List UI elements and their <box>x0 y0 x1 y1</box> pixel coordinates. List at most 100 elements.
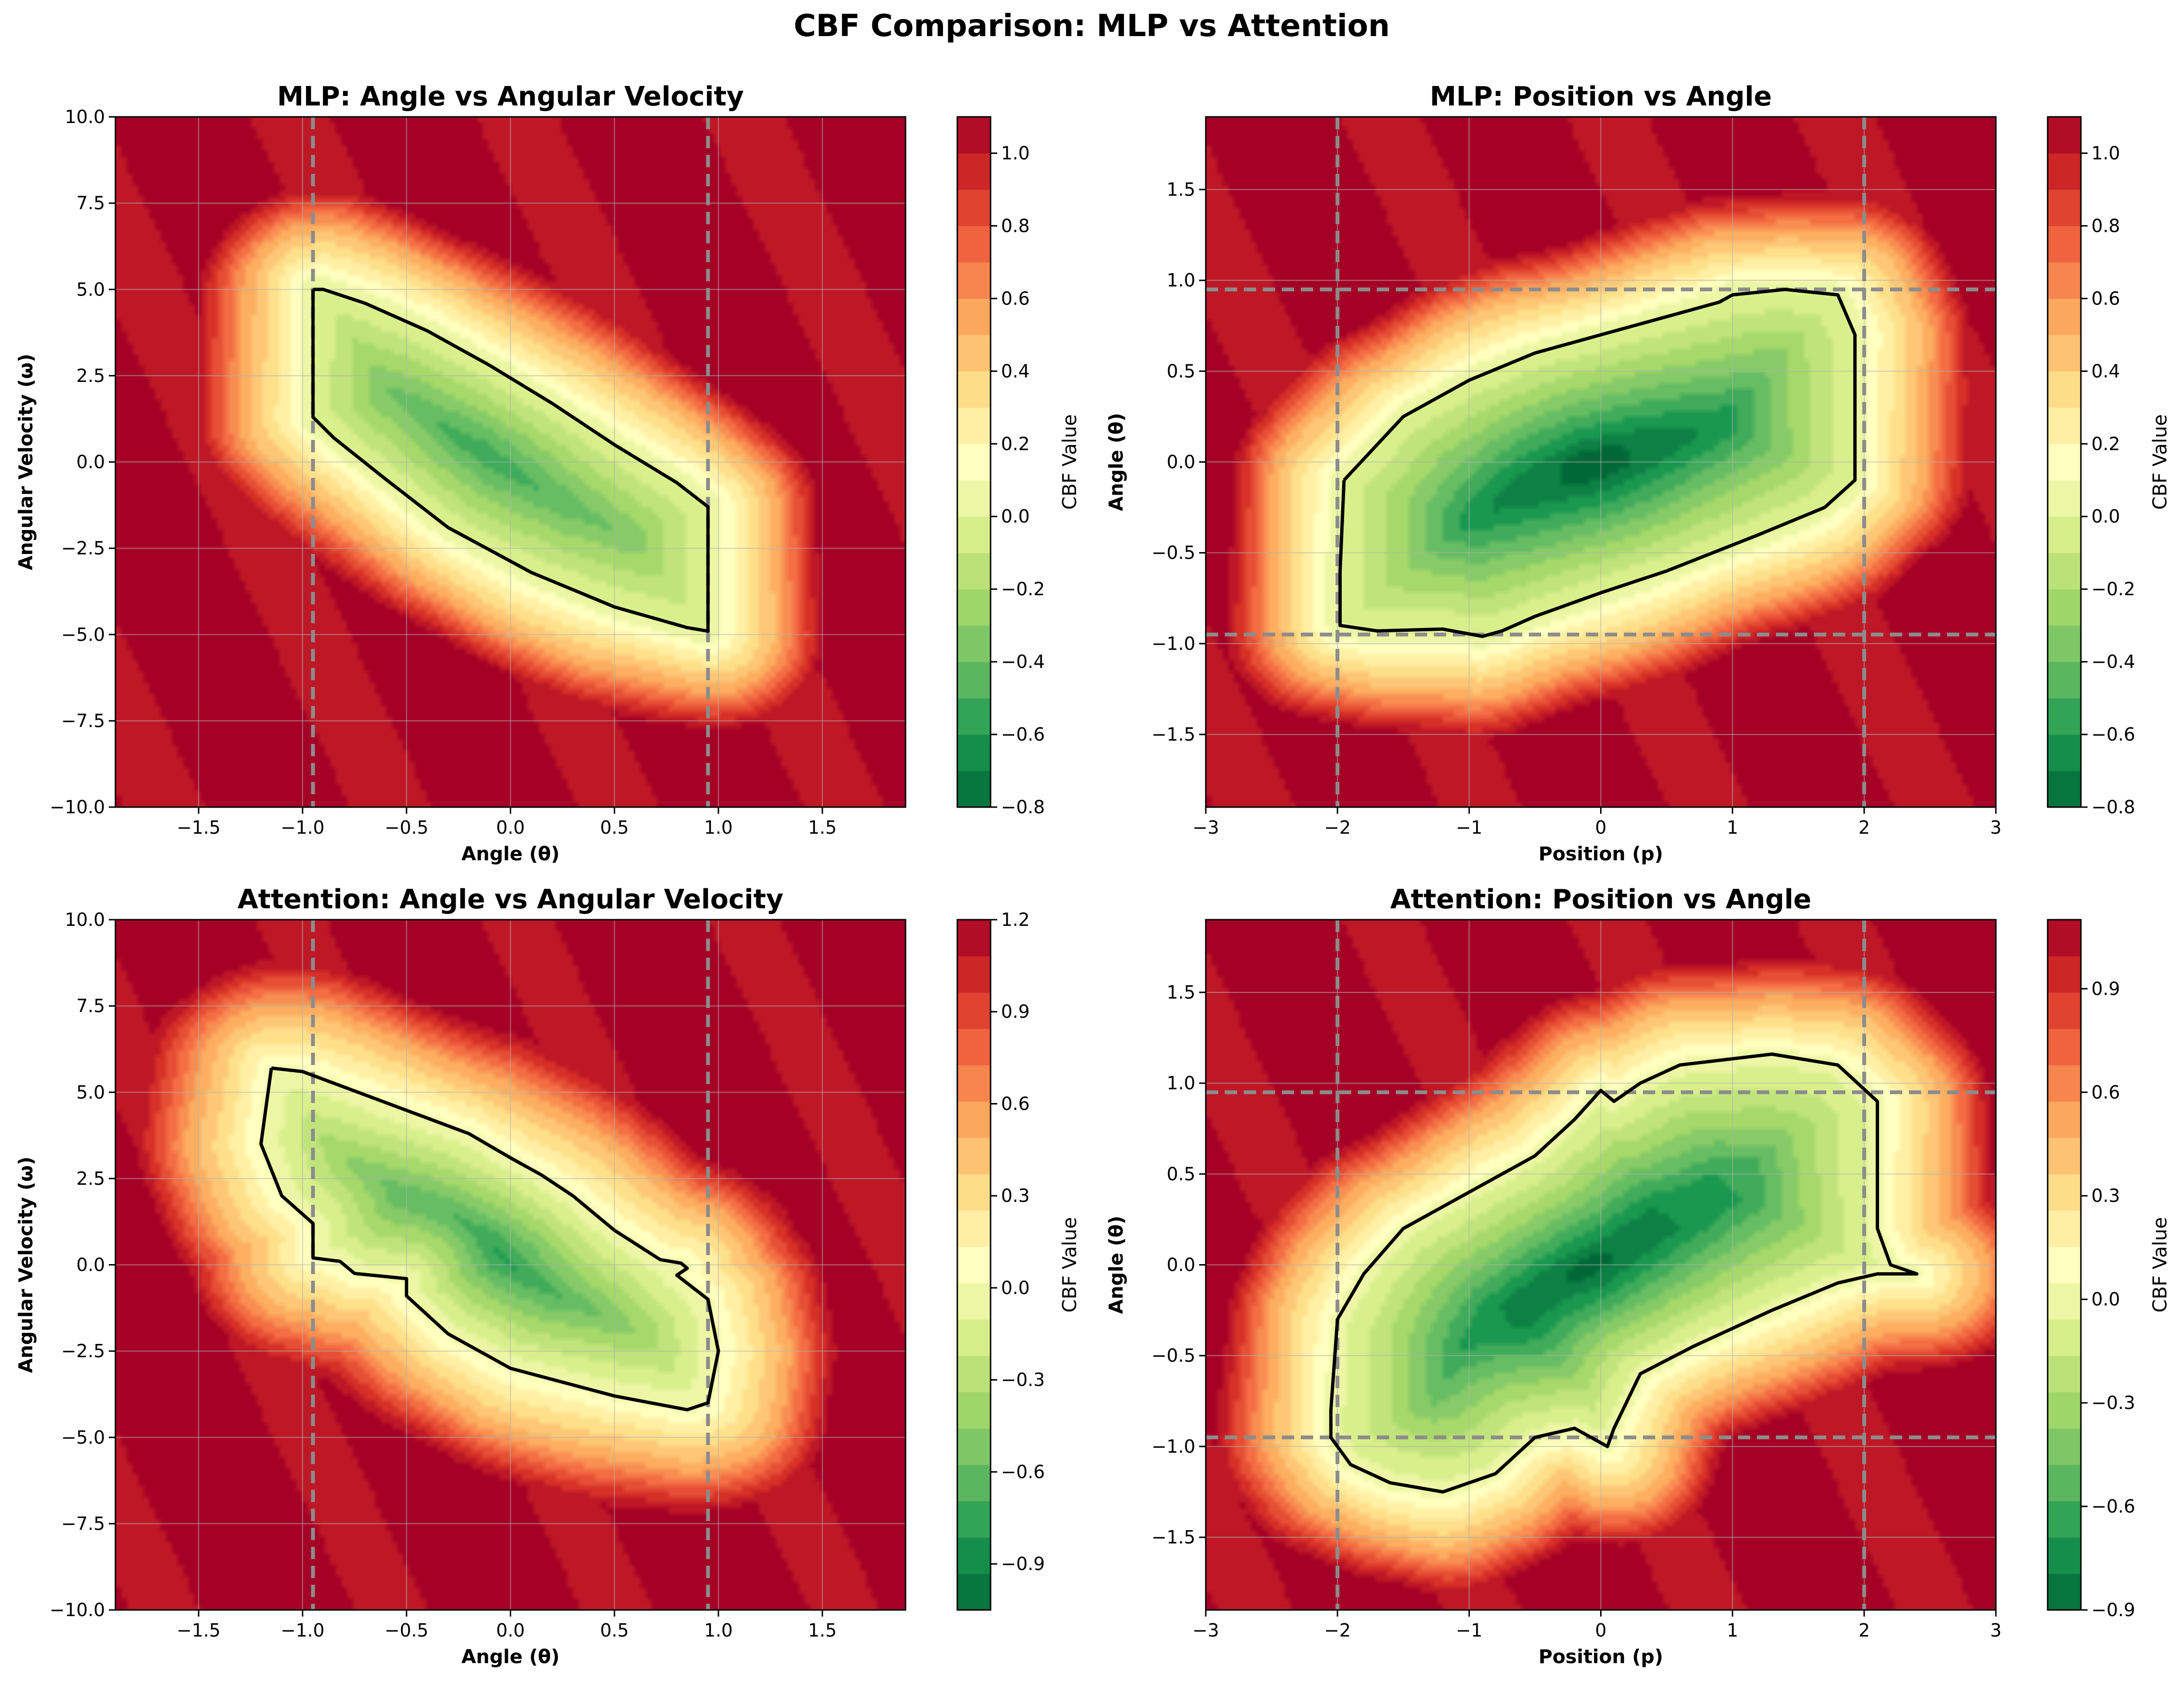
colorbar-tick-label: 0.2 <box>1001 433 1030 454</box>
y-tick-label: 5.0 <box>76 1082 105 1103</box>
x-tick-label: 3 <box>1990 817 2002 838</box>
colorbar-band <box>2048 956 2081 993</box>
colorbar-tick-label: −0.4 <box>1001 651 1045 672</box>
x-axis-label: Angle (θ) <box>461 1646 560 1668</box>
colorbar-band <box>2048 552 2081 590</box>
colorbar-band <box>2048 1137 2081 1174</box>
panel-title: MLP: Position vs Angle <box>1430 81 1772 112</box>
y-tick-label: 0.5 <box>1167 361 1195 381</box>
colorbar-band <box>957 1065 991 1102</box>
colorbar-band <box>2048 226 2081 263</box>
colorbar-tick-label: −0.2 <box>2091 579 2135 600</box>
x-tick-label: 0 <box>1595 817 1606 838</box>
colorbar-frame <box>2047 116 2082 808</box>
x-tick-label: 2 <box>1859 1620 1870 1641</box>
colorbar-band <box>2048 1573 2081 1610</box>
y-tick-label: 2.5 <box>76 1168 105 1189</box>
colorbar-band <box>2048 334 2081 371</box>
colorbar-tick-label: −0.9 <box>1001 1553 1045 1574</box>
colorbar-band <box>2048 1465 2081 1502</box>
y-tick-label: 1.0 <box>1167 270 1195 291</box>
y-tick-label: −10.0 <box>50 1599 105 1620</box>
colorbar-band <box>2048 1028 2081 1066</box>
y-tick-label: −2.5 <box>61 1341 105 1361</box>
colorbar-band <box>957 226 991 263</box>
colorbar-band <box>2048 698 2081 735</box>
colorbar-tick-label: −0.6 <box>1001 724 1045 745</box>
colorbar-band <box>957 1028 991 1066</box>
x-tick-label: −1 <box>1456 1620 1482 1641</box>
colorbar-band <box>957 480 991 517</box>
y-tick-label: 1.5 <box>1167 179 1195 200</box>
colorbar: −0.9 −0.6 −0.3 0.0 0.3 0.6 0.9 CBF Value <box>2047 919 2171 1620</box>
x-tick-label: −2 <box>1324 817 1351 838</box>
x-tick-label: 3 <box>1990 1620 2002 1641</box>
y-axis-label: Angular Velocity (ω) <box>15 1157 37 1373</box>
x-tick-label: 1.5 <box>808 1620 837 1641</box>
y-tick-label: −5.0 <box>61 1427 105 1448</box>
colorbar-band <box>957 1465 991 1502</box>
y-tick-label: 2.5 <box>76 365 105 386</box>
y-tick-label: −7.5 <box>61 1513 105 1534</box>
colorbar-label: CBF Value <box>2149 414 2171 510</box>
colorbar-tick-label: −0.6 <box>2091 1496 2135 1517</box>
colorbar-tick-label: 0.3 <box>2091 1185 2120 1206</box>
x-tick-label: −0.5 <box>385 817 429 838</box>
colorbar-band <box>2048 771 2081 808</box>
colorbar-tick-label: 0.9 <box>1001 1001 1030 1022</box>
colorbar-band <box>2048 262 2081 299</box>
colorbar-tick-label: 1.0 <box>1001 143 1030 163</box>
colorbar-band <box>2048 371 2081 408</box>
colorbar-band <box>957 516 991 553</box>
y-tick-label: −1.0 <box>1152 1436 1195 1457</box>
colorbar-tick-label: −0.8 <box>1001 797 1045 818</box>
colorbar-band <box>957 1174 991 1211</box>
colorbar-band <box>2048 1537 2081 1574</box>
colorbar-band <box>957 371 991 408</box>
colorbar-band <box>2048 153 2081 190</box>
colorbar-band <box>957 189 991 227</box>
colorbar-band <box>957 407 991 444</box>
colorbar-band <box>957 552 991 590</box>
colorbar-tick-label: −0.2 <box>1001 579 1045 600</box>
colorbar-tick-label: −0.3 <box>2091 1392 2135 1413</box>
colorbar: −0.8 −0.6 −0.4 −0.2 0.0 0.2 0.4 0.6 0.8 1.0 CBF Va… <box>2047 116 2171 818</box>
colorbar: −0.9 −0.6 −0.3 0.0 0.3 0.6 0.9 1.2 CBF Value <box>956 909 1081 1611</box>
y-tick-label: −0.5 <box>1152 1345 1195 1366</box>
colorbar-band <box>957 734 991 771</box>
x-tick-label: 1 <box>1727 817 1738 838</box>
colorbar-tick-label: −0.4 <box>2091 651 2135 672</box>
panel-p3: −1.5 −1.0 −0.5 0.0 0.5 1.0 1.5 −10.0 −7.5 −5.0 −2.… <box>15 884 1081 1668</box>
x-tick-label: −1.0 <box>281 1620 324 1641</box>
colorbar-band <box>2048 1283 2081 1320</box>
colorbar-band <box>2048 298 2081 335</box>
colorbar-band <box>957 662 991 699</box>
y-tick-label: 10.0 <box>65 106 105 127</box>
colorbar-tick-label: 0.9 <box>2091 978 2120 999</box>
colorbar-tick-label: 0.0 <box>2091 506 2120 527</box>
colorbar-band <box>2048 1247 2081 1284</box>
y-tick-label: −7.5 <box>61 710 105 731</box>
colorbar-frame <box>2047 919 2082 1611</box>
colorbar-band <box>2048 189 2081 227</box>
colorbar-band <box>957 117 991 154</box>
colorbar-band <box>957 334 991 371</box>
panel-title: Attention: Position vs Angle <box>1390 884 1812 915</box>
x-tick-label: 1.5 <box>808 817 837 838</box>
colorbar-label: CBF Value <box>1059 414 1081 510</box>
colorbar-band <box>957 1137 991 1174</box>
colorbar-tick-label: 0.8 <box>1001 215 1030 236</box>
y-tick-label: 0.5 <box>1167 1163 1195 1184</box>
colorbar-band <box>957 1573 991 1610</box>
colorbar-tick-label: −0.3 <box>1001 1370 1045 1390</box>
colorbar-band <box>957 698 991 735</box>
colorbar-band <box>957 1283 991 1320</box>
y-tick-label: −5.0 <box>61 624 105 645</box>
figure-title: CBF Comparison: MLP vs Attention <box>794 9 1390 44</box>
colorbar-band <box>957 298 991 335</box>
y-tick-label: −10.0 <box>50 797 105 818</box>
y-tick-label: 0.0 <box>76 452 105 473</box>
x-tick-label: −1.5 <box>177 817 220 838</box>
colorbar-tick-label: 0.3 <box>1001 1185 1030 1206</box>
y-tick-label: 5.0 <box>76 279 105 300</box>
